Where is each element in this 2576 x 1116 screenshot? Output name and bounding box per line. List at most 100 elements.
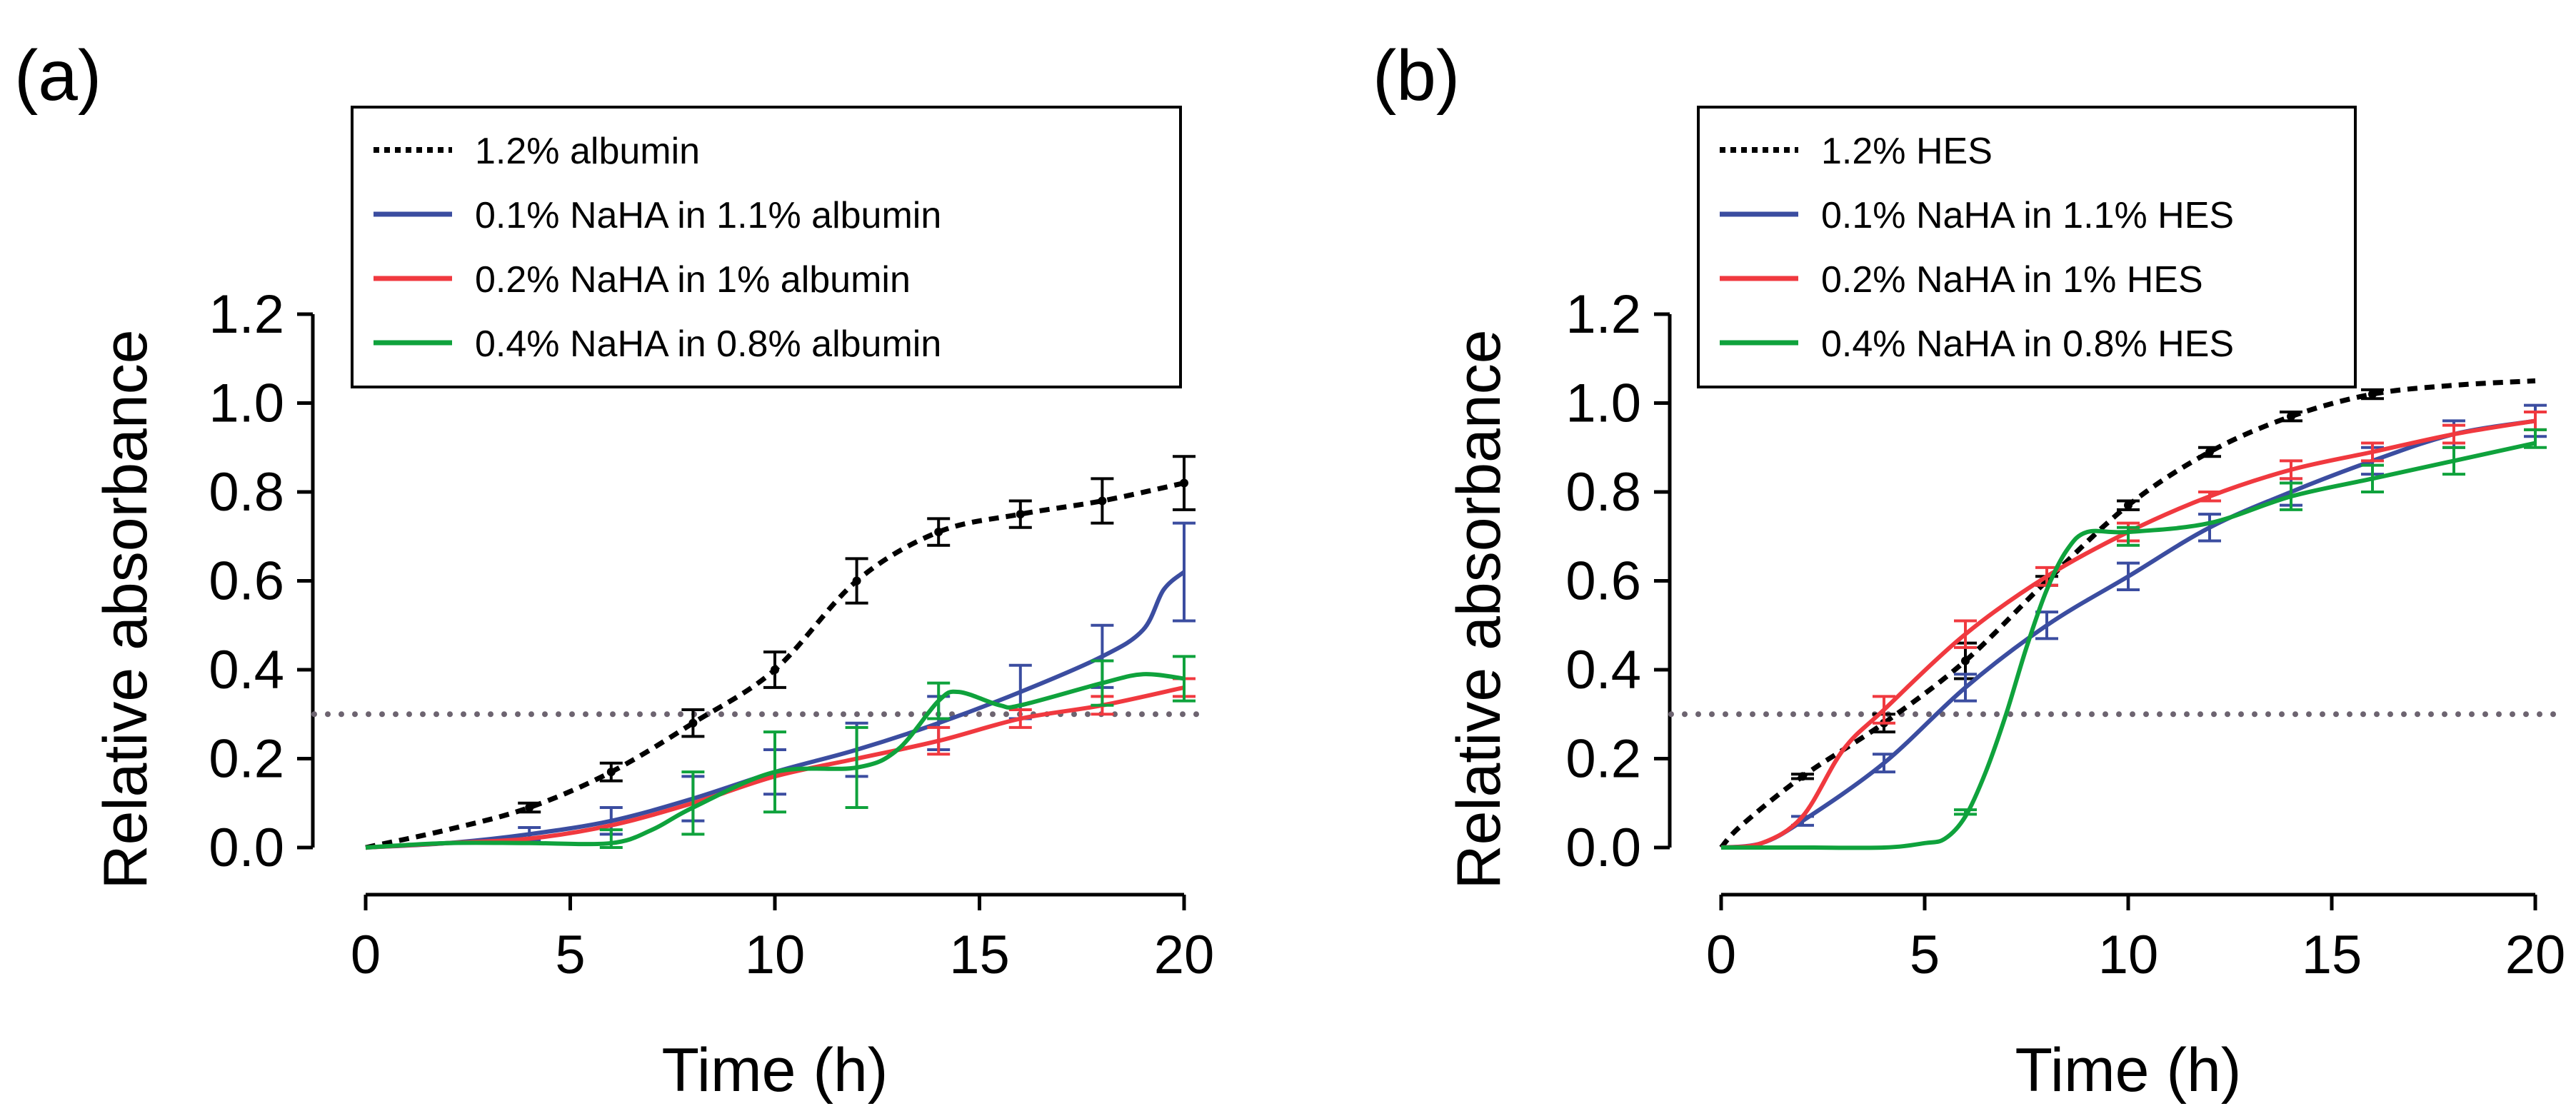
error-bar — [2280, 410, 2302, 423]
x-tick-label: 20 — [2505, 925, 2566, 985]
series-line — [1719, 378, 2536, 850]
y-tick-label: 0.0 — [209, 818, 284, 878]
y-tick-label: 1.2 — [209, 284, 284, 345]
error-bar — [1954, 673, 1977, 703]
y-tick-label: 0.6 — [209, 551, 284, 612]
y-tick-label: 1.0 — [1565, 373, 1641, 434]
error-bar — [599, 761, 623, 783]
data-point — [688, 718, 698, 728]
panel-label: (a) — [14, 36, 101, 116]
x-tick-label: 10 — [2098, 925, 2159, 985]
legend-label: 1.2% HES — [1821, 131, 1993, 172]
error-bar — [2280, 481, 2302, 511]
data-point — [606, 768, 616, 777]
y-tick-label: 1.0 — [209, 373, 284, 434]
error-bar — [1091, 659, 1114, 707]
error-bar — [1008, 499, 1032, 529]
legend-label: 1.2% albumin — [475, 131, 700, 172]
data-point — [1798, 772, 1807, 781]
series-1 — [365, 521, 1196, 850]
legend-label: 0.2% NaHA in 1% HES — [1821, 259, 2203, 301]
error-bar — [1791, 772, 1814, 781]
chart-panel-a: (a) 0.0 0.2 0.4 0.6 0.8 1.0 1.2 0 5 10 15 20 Time (h)… — [14, 36, 1214, 1105]
data-point — [934, 528, 943, 537]
data-point — [771, 665, 779, 674]
series-0 — [365, 455, 1196, 850]
error-bar — [2198, 446, 2221, 458]
data-point — [2287, 412, 2295, 421]
data-point — [2205, 447, 2214, 456]
error-bar — [1873, 695, 1895, 725]
data-point — [2368, 390, 2377, 399]
legend: 1.2% HES 0.1% NaHA in 1.1% HES 0.2% NaHA i… — [1697, 106, 2357, 388]
legend-label: 0.2% NaHA in 1% albumin — [475, 259, 911, 301]
legend-label: 0.1% NaHA in 1.1% albumin — [475, 195, 941, 236]
x-tick-label: 0 — [351, 925, 381, 985]
error-bar — [927, 517, 951, 547]
error-bar — [1954, 808, 1977, 816]
y-tick-label: 0.0 — [1565, 818, 1641, 878]
series-line — [1720, 418, 2536, 850]
error-bar — [763, 650, 786, 689]
series-line — [1720, 418, 2536, 850]
legend-box — [1697, 106, 2357, 388]
error-bar — [2198, 513, 2221, 543]
error-bar — [2361, 388, 2384, 401]
y-tick-label: 0.8 — [1565, 462, 1641, 523]
x-tick-label: 15 — [949, 925, 1010, 985]
data-point — [2124, 501, 2133, 510]
x-tick-label: 5 — [555, 925, 585, 985]
y-tick-label: 0.2 — [1565, 729, 1641, 790]
error-bar — [845, 725, 868, 809]
error-bar — [1173, 455, 1196, 511]
y-tick-label: 1.2 — [1565, 284, 1641, 345]
error-bar — [2524, 428, 2547, 449]
series-0 — [1719, 378, 2536, 850]
legend-label: 0.4% NaHA in 0.8% HES — [1821, 323, 2234, 365]
x-tick-label: 20 — [1154, 925, 1215, 985]
y-tick-label: 0.6 — [1565, 551, 1641, 612]
y-tick-label: 0.2 — [209, 729, 284, 790]
series-2 — [365, 677, 1196, 850]
panel-label: (b) — [1373, 36, 1460, 116]
error-bar — [2361, 463, 2384, 493]
error-bar — [763, 730, 786, 814]
series-1 — [1720, 403, 2547, 850]
data-point — [852, 576, 861, 585]
error-bar — [1954, 619, 1977, 649]
data-point — [1098, 496, 1107, 506]
error-bar — [1873, 753, 1895, 774]
x-tick-label: 15 — [2302, 925, 2362, 985]
data-point — [1016, 510, 1025, 519]
legend-box — [351, 106, 1182, 388]
error-bar — [845, 557, 868, 605]
error-bar — [2442, 446, 2465, 476]
error-bar — [1173, 655, 1196, 703]
error-bar — [927, 725, 951, 756]
data-point — [1180, 478, 1188, 488]
error-bar — [599, 828, 623, 849]
series-line — [1720, 441, 2536, 850]
x-axis-title: Time (h) — [662, 1036, 888, 1105]
error-bar — [2117, 499, 2140, 511]
error-bar — [681, 708, 705, 738]
error-bar — [518, 801, 541, 814]
error-bar — [2280, 459, 2302, 481]
error-bar — [1091, 477, 1114, 525]
legend-label: 0.1% NaHA in 1.1% HES — [1821, 195, 2234, 236]
y-tick-label: 0.4 — [209, 640, 284, 700]
error-bar — [2117, 526, 2140, 547]
legend: 1.2% albumin 0.1% NaHA in 1.1% albumin 0.2… — [351, 106, 1182, 388]
x-tick-label: 10 — [745, 925, 806, 985]
chart-panel-b: (b) 0.0 0.2 0.4 0.6 0.8 1.0 1.2 0 5 10 15 20 Time (h)… — [1373, 36, 2565, 1105]
y-axis-title: Relative absorbance — [1445, 329, 1513, 889]
error-bar — [1173, 521, 1196, 623]
series-3 — [365, 655, 1196, 850]
series-3 — [1720, 428, 2547, 850]
error-bar — [927, 681, 951, 720]
data-point — [1961, 656, 1970, 665]
error-bar — [2198, 491, 2221, 503]
y-tick-label: 0.8 — [209, 462, 284, 523]
error-bar — [2117, 561, 2140, 591]
